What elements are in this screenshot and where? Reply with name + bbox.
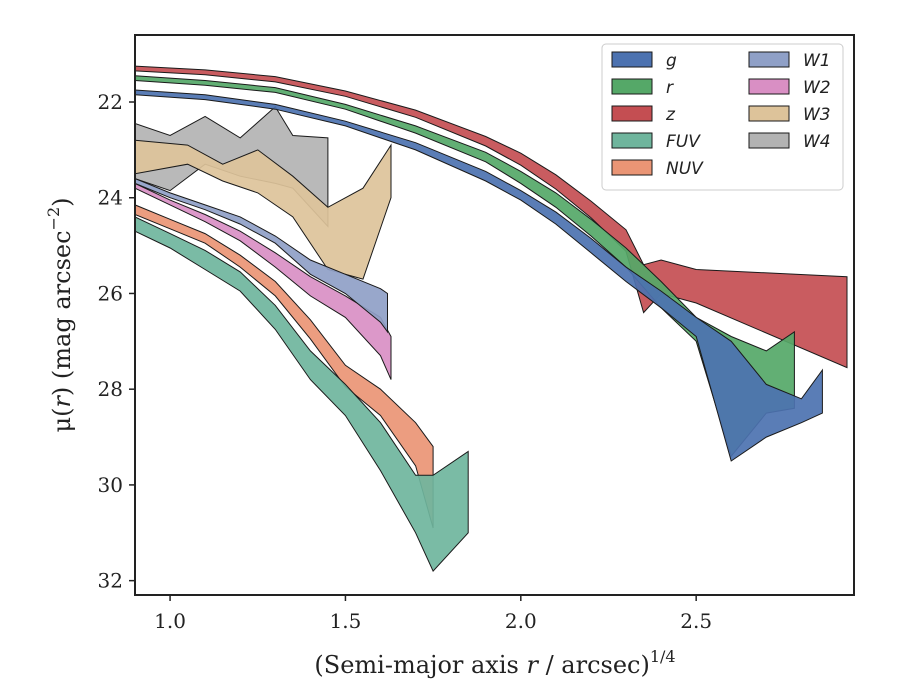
x-tick-label: 2.0 xyxy=(505,609,537,633)
x-axis-label: (Semi-major axis r / arcsec)1/4 xyxy=(314,647,675,679)
legend-label-w1: W1 xyxy=(803,51,831,71)
legend-swatch-r xyxy=(611,78,653,95)
x-tick-label: 2.5 xyxy=(680,609,712,633)
legend-label-fuv: FUV xyxy=(666,132,701,152)
legend-label-w2: W2 xyxy=(803,78,831,98)
legend-label-r: r xyxy=(666,78,674,98)
y-tick-label: 30 xyxy=(98,473,123,497)
band-w1 xyxy=(135,178,388,334)
band-w2 xyxy=(135,182,392,380)
legend-swatch-w2 xyxy=(748,78,790,95)
legend-label-g: g xyxy=(666,51,677,71)
legend-swatch-g xyxy=(611,51,653,68)
legend-swatch-nuv xyxy=(611,159,653,176)
y-tick-label: 22 xyxy=(98,90,123,114)
y-tick-label: 28 xyxy=(98,377,123,401)
x-tick-label: 1.5 xyxy=(330,609,362,633)
series-bands xyxy=(135,65,848,572)
legend-swatch-fuv xyxy=(611,132,653,149)
legend-label-w4: W4 xyxy=(803,132,831,152)
legend-label-nuv: NUV xyxy=(666,159,704,179)
band-g xyxy=(135,89,823,462)
legend-swatch-w3 xyxy=(748,105,790,122)
band-fuv xyxy=(135,216,469,572)
y-tick-label: 32 xyxy=(98,569,123,593)
legend-swatch-w4 xyxy=(748,132,790,149)
x-axis-ticks: 1.0 1.5 2.0 2.5 xyxy=(154,595,712,633)
band-w3 xyxy=(135,139,392,280)
legend: grz FUV NUV W1 W2 W3 W4 xyxy=(601,43,844,191)
legend-label-z: z xyxy=(665,105,676,125)
legend-swatch-w1 xyxy=(748,51,790,68)
y-axis-ticks: 22 24 26 28 30 32 xyxy=(98,90,135,593)
y-axis-label: μ(r) (mag arcsec−2) xyxy=(44,197,76,432)
y-tick-label: 26 xyxy=(98,281,123,305)
plot-frame xyxy=(134,34,855,596)
legend-label-w3: W3 xyxy=(803,105,831,125)
legend-swatch-z xyxy=(611,105,653,122)
x-tick-label: 1.0 xyxy=(154,609,186,633)
y-tick-label: 24 xyxy=(98,186,123,210)
